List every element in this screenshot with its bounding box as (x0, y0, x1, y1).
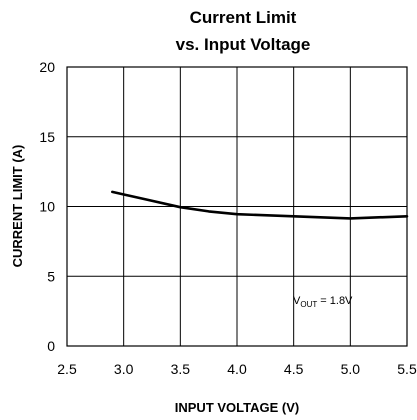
grid (67, 67, 407, 346)
x-tick-label: 3.0 (114, 361, 134, 377)
y-tick-label: 5 (47, 268, 55, 284)
current-limit-curve (111, 190, 409, 220)
y-tick-label: 10 (39, 199, 55, 215)
y-tick-label: 20 (39, 59, 55, 75)
y-axis-label: CURRENT LIMIT (A) (10, 145, 25, 268)
chart-title-line-1: Current Limit (190, 8, 297, 27)
chart-title-line-2: vs. Input Voltage (176, 35, 311, 54)
vout-annotation-subscript: OUT (300, 300, 317, 309)
x-tick-label: 4.0 (227, 361, 247, 377)
vout-annotation-value: = 1.8V (317, 295, 353, 307)
y-tick-label: 15 (39, 129, 55, 145)
y-tick-label: 0 (47, 338, 55, 354)
y-tick-labels: 0 5 10 15 20 (39, 59, 55, 354)
x-tick-label: 3.5 (171, 361, 191, 377)
plot-frame (66, 66, 408, 347)
x-tick-label: 2.5 (57, 361, 77, 377)
x-tick-label: 5.5 (397, 361, 417, 377)
x-tick-labels: 2.5 3.0 3.5 4.0 4.5 5.0 5.5 (57, 361, 417, 377)
x-tick-label: 5.0 (341, 361, 361, 377)
vout-annotation: VOUT = 1.8V (293, 295, 353, 309)
vout-annotation-prefix: V (293, 295, 301, 307)
x-tick-label: 4.5 (284, 361, 304, 377)
x-axis-label: INPUT VOLTAGE (V) (175, 400, 299, 415)
